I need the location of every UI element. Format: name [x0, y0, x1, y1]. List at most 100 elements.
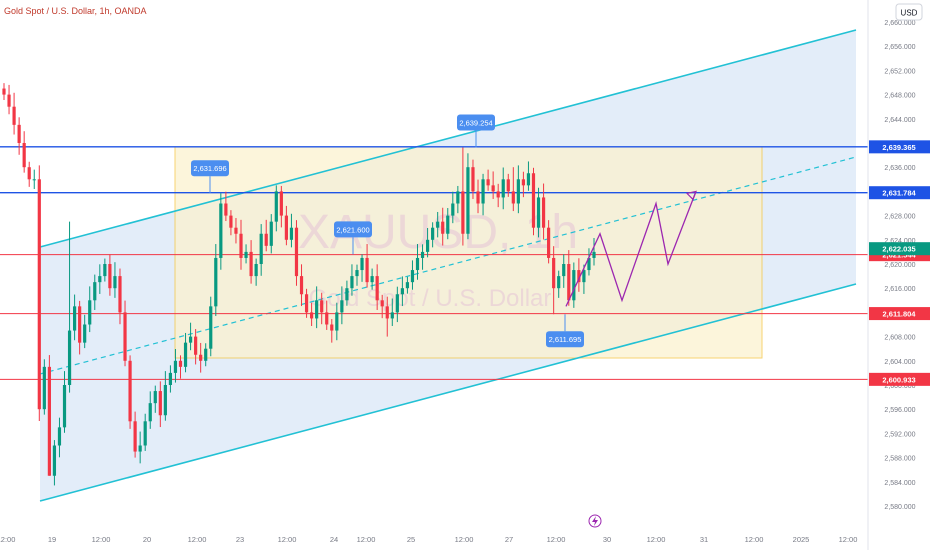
candle-body [234, 227, 238, 234]
candle-body [310, 312, 314, 319]
candle-body [441, 221, 445, 234]
y-tick-label: 2,648.000 [884, 93, 915, 100]
price-callout[interactable]: 2,621.600 [334, 221, 372, 255]
candle-body [7, 94, 11, 107]
x-tick-label: 12:00 [0, 535, 15, 544]
price-tag: 2,611.804 [869, 307, 930, 321]
candle-body [259, 233, 263, 264]
candle-body [521, 179, 526, 186]
candle-body [83, 324, 87, 343]
candle-body [254, 264, 258, 277]
candle-body [370, 276, 374, 283]
candle-body [12, 106, 16, 125]
candle-body [98, 276, 102, 283]
candle-body [249, 251, 253, 277]
channel-upper-line[interactable] [39, 29, 857, 248]
candle-body [587, 257, 591, 271]
current-price-bg [869, 242, 930, 256]
candle-body [47, 366, 51, 476]
candles [2, 83, 596, 486]
candle-body [572, 270, 576, 301]
candle-body [541, 197, 546, 228]
projection-path[interactable] [565, 191, 697, 307]
current-price-label: 2,622.035 [882, 245, 915, 254]
candle-body [199, 354, 203, 361]
candle-body [284, 215, 288, 240]
candle-body [330, 324, 334, 331]
candle-body [183, 342, 188, 367]
candle-body [552, 257, 556, 289]
x-tick-label: 2025 [793, 535, 810, 544]
price-tag-label: 2,639.365 [882, 143, 915, 152]
candle-body [486, 179, 490, 186]
candle-body [229, 215, 233, 228]
price-callout[interactable]: 2,611.695 [546, 314, 584, 348]
y-tick-label: 2,580.000 [884, 504, 915, 511]
candle-body [173, 360, 178, 373]
y-tick-label: 2,660.000 [884, 20, 915, 27]
candle-body [72, 306, 77, 331]
candle-body [531, 173, 536, 228]
candle-body [209, 306, 213, 349]
y-tick-label: 2,616.000 [884, 286, 915, 293]
candle-body [420, 251, 425, 258]
callout-label: 2,631.696 [193, 164, 226, 173]
candle-body [592, 251, 596, 258]
y-tick-label: 2,604.000 [884, 359, 915, 366]
x-tick-label: 20 [143, 535, 151, 544]
price-callout[interactable]: 2,639.254 [457, 114, 495, 148]
x-tick-label: 24 [330, 535, 338, 544]
candle-body [526, 173, 531, 186]
x-tick-label: 12:00 [745, 535, 764, 544]
candle-body [27, 167, 31, 180]
candle-body [481, 179, 485, 204]
candle-body [355, 270, 359, 277]
candle-body [315, 300, 319, 319]
candle-body [476, 191, 480, 204]
candle-body [264, 233, 268, 246]
candle-body [415, 257, 420, 271]
candle-body [562, 264, 566, 277]
y-tick-label: 2,644.000 [884, 117, 915, 124]
candle-body [425, 239, 430, 252]
y-tick-label: 2,596.000 [884, 407, 915, 414]
x-tick-label: 12:00 [839, 535, 858, 544]
candle-body [22, 143, 26, 168]
candle-body [88, 300, 92, 325]
candle-body [57, 427, 62, 446]
currency-button[interactable]: USD [895, 3, 923, 21]
y-tick-label: 2,608.000 [884, 335, 915, 342]
candle-body [143, 421, 147, 446]
candle-body [456, 191, 460, 204]
y-tick-label: 2,584.000 [884, 480, 915, 487]
candle-body [516, 179, 520, 204]
y-tick-label: 2,588.000 [884, 456, 915, 463]
chart-title: Gold Spot / U.S. Dollar, 1h, OANDA [4, 6, 147, 16]
candle-body [204, 348, 208, 361]
candle-body [557, 276, 561, 289]
x-tick-label: 12:00 [547, 535, 566, 544]
candle-body [153, 391, 157, 404]
candle-body [168, 372, 173, 385]
lightning-icon[interactable] [588, 514, 602, 528]
channel-lower-line[interactable] [39, 283, 857, 502]
candle-body [365, 257, 369, 283]
candle-body [501, 179, 505, 198]
price-tag-bg [869, 186, 930, 200]
candle-body [547, 227, 551, 258]
candle-body [163, 385, 167, 416]
price-tag: 2,639.365 [869, 140, 930, 154]
candle-body [224, 203, 228, 216]
y-tick-label: 2,652.000 [884, 68, 915, 75]
candle-body [17, 124, 21, 143]
candle-body [78, 306, 82, 343]
currency-label: USD [901, 9, 918, 18]
candle-body [37, 179, 41, 410]
candle-body [299, 276, 304, 295]
candle-body [67, 330, 72, 385]
price-callout[interactable]: 2,631.696 [191, 160, 229, 194]
candle-body [451, 203, 455, 216]
candle-body [158, 391, 162, 416]
candle-body [103, 264, 107, 277]
